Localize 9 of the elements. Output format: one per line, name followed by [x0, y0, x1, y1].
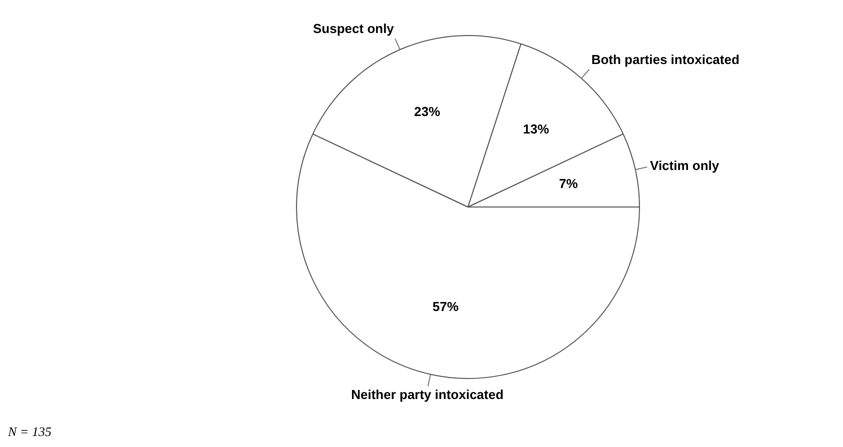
data-label: 13%	[523, 121, 550, 136]
slice-label: Victim only	[650, 158, 720, 173]
slice-label: Both parties intoxicated	[591, 52, 740, 68]
data-label: 23%	[414, 104, 441, 120]
slice-label: Suspect only	[313, 20, 395, 36]
slice-label: Neither party intoxicated	[351, 387, 504, 402]
data-label: 7%	[559, 176, 578, 192]
data-label: 57%	[432, 299, 459, 314]
text: N = 135	[8, 424, 52, 440]
